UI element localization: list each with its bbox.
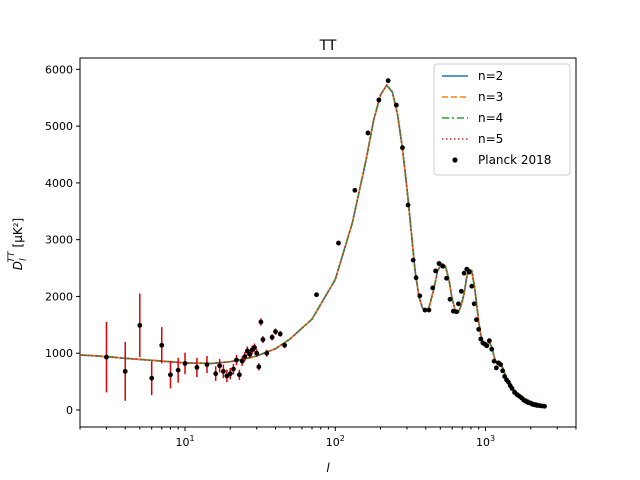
data-point [433,268,438,274]
data-point [405,202,411,208]
data-point [247,351,253,357]
legend-label: n=4 [478,111,503,125]
data-point [252,345,257,350]
data-point [234,357,239,363]
data-point [447,296,453,302]
data-point [182,361,188,366]
legend-label: n=2 [478,69,503,83]
data-point [484,343,490,349]
data-point [491,358,497,364]
data-point [217,363,223,369]
data-point [231,366,236,372]
data-point [469,283,475,289]
chart-title: TT [319,38,337,54]
x-tick-label: 102 [326,434,345,449]
y-axis-label: DlTT [μK²] [7,218,29,270]
data-point [509,385,515,391]
y-tick-label: 1000 [45,347,73,360]
data-point [204,362,210,367]
y-tick-label: 0 [66,404,73,417]
data-point [220,368,226,374]
y-axis-label-main: D [11,261,25,270]
data-point [175,367,181,373]
data-point [236,372,242,378]
data-point [239,358,245,364]
x-tick-label: 103 [476,434,495,449]
data-point [273,329,278,335]
data-point [458,288,464,294]
data-point [454,309,459,315]
data-point [264,350,270,356]
data-point [277,331,283,337]
x-tick-label: 101 [175,434,194,449]
data-point [244,348,250,354]
data-point [476,326,482,332]
data-point [430,285,436,291]
data-point [426,307,432,313]
data-point [269,334,275,340]
data-point [227,371,233,377]
data-point [422,307,428,313]
legend-swatch-data [452,157,458,163]
data-point [260,337,266,342]
y-axis-label-unit: [μK²] [11,218,25,248]
data-point [352,187,358,193]
data-point [489,346,495,352]
data-point [461,270,467,276]
data-point [242,354,248,360]
data-point [336,240,341,246]
data-point [486,338,492,344]
data-point [213,371,219,377]
data-point [385,78,391,84]
data-point [474,317,479,323]
data-point [256,364,262,370]
data-point [282,342,288,348]
y-tick-label: 4000 [45,177,73,190]
data-point [413,275,419,281]
legend: n=2 n=3 n=4 n=5 Planck 2018 [433,63,571,176]
data-point [122,368,128,374]
data-point [478,336,484,342]
data-point [542,403,547,409]
data-point [104,354,109,360]
data-point [254,350,260,356]
data-point [493,365,499,371]
data-point [400,145,405,151]
data-point [498,362,504,367]
data-point [417,293,423,299]
data-point [466,269,472,275]
data-point [410,257,416,263]
x-axis-label: l [326,461,330,475]
data-point [194,364,200,370]
data-point [137,322,143,328]
data-point [168,372,173,378]
y-tick-label: 5000 [45,120,73,133]
svg-text:DlTT[μK²]: DlTT [μK²] [7,218,29,270]
data-point [444,275,449,281]
data-point [471,301,477,307]
y-tick-label: 6000 [45,63,73,76]
data-point [440,263,446,269]
data-point [436,261,442,266]
legend-label: n=3 [478,90,503,104]
data-point [456,301,461,307]
legend-label: n=5 [478,132,503,146]
data-point [500,368,506,374]
y-tick-label: 3000 [45,234,73,247]
data-point [314,292,319,298]
data-point [376,97,382,103]
y-tick-label: 2000 [45,290,73,303]
legend-box [433,63,571,176]
data-point [258,319,264,325]
series-line-n=5 [79,83,546,407]
y-axis-label-sup: TT [7,250,17,262]
data-point [149,375,155,381]
data-point [393,102,399,108]
y-axis-label-sub: l [19,258,29,261]
legend-label: Planck 2018 [478,153,551,167]
data-point [159,342,165,348]
data-point [365,130,371,136]
